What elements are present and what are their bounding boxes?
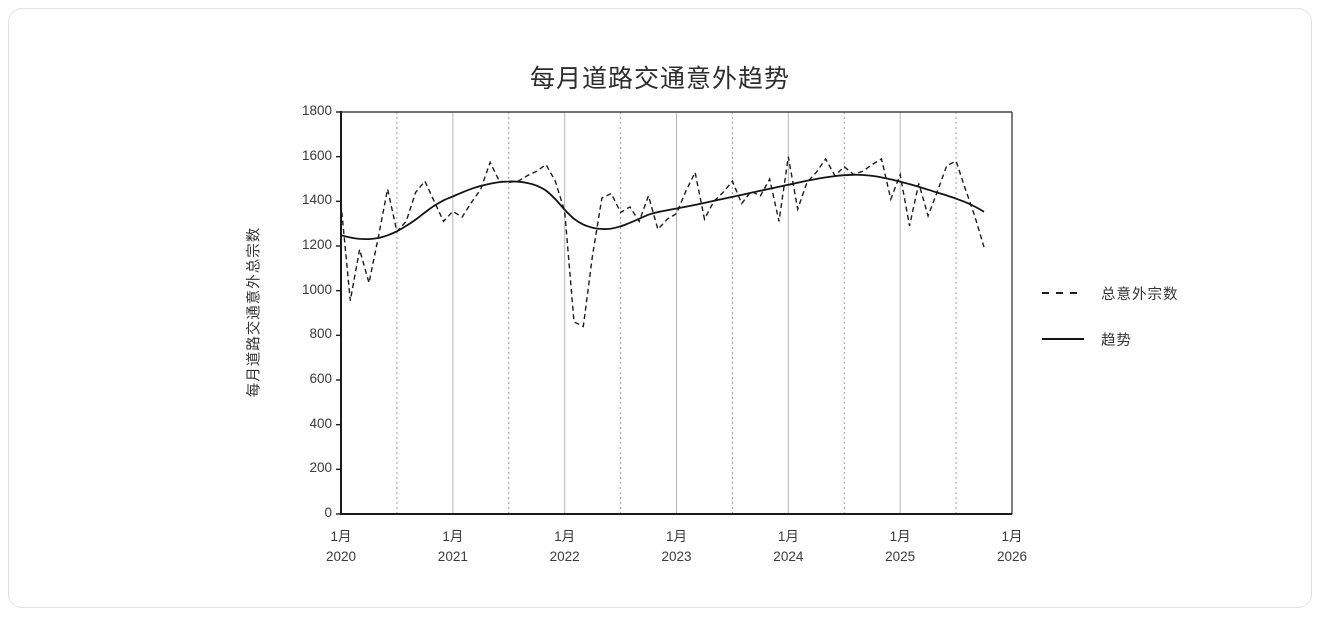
- x-tick-label: 1月 2024: [773, 527, 803, 567]
- series-trend-line: [340, 173, 985, 241]
- x-tick-label: 1月 2022: [550, 527, 580, 567]
- y-tick-label: 200: [309, 460, 332, 476]
- y-tick-label: 600: [309, 371, 332, 386]
- x-tick-label: 1月 2023: [661, 527, 691, 567]
- x-tick-month: 1月: [665, 529, 688, 544]
- x-tick-label: 1月 2020: [326, 527, 356, 567]
- x-tick-year: 2022: [549, 549, 580, 564]
- x-tick-month: 1月: [777, 529, 799, 544]
- legend-label-total-accidents: 总意外宗数: [1101, 286, 1179, 303]
- x-tick-month: 1月: [554, 529, 576, 544]
- chart-card: 每月道路交通意外趋势 每月道路交通意外总宗数 0 200 400 600 800 1000…: [8, 8, 1312, 608]
- dashed-line-icon: [1042, 292, 1084, 294]
- y-tick-label: 1400: [301, 192, 332, 208]
- x-tick-label: 1月 2025: [885, 527, 915, 567]
- x-tick-label: 1月 2021: [438, 527, 468, 567]
- x-tick-month: 1月: [330, 529, 352, 544]
- x-tick-year: 2021: [437, 549, 468, 564]
- x-tick-month: 1月: [1001, 529, 1023, 544]
- x-tick-year: 2026: [996, 549, 1028, 564]
- series-total-accidents-line: [340, 156, 985, 328]
- x-tick-label: 1月 2026: [997, 527, 1027, 567]
- y-tick-label: 1200: [301, 237, 332, 252]
- chart-title: 每月道路交通意外趋势: [529, 65, 790, 93]
- legend-label-trend: 趋势: [1101, 332, 1132, 349]
- x-tick-month: 1月: [889, 529, 911, 544]
- x-tick-year: 2025: [885, 549, 916, 564]
- y-tick-label: 800: [309, 326, 332, 342]
- x-tick-year: 2023: [661, 549, 692, 564]
- solid-line-icon: [1042, 338, 1084, 340]
- x-tick-month: 1月: [442, 529, 464, 544]
- legend-item-total-accidents: 总意外宗数: [1041, 283, 1179, 303]
- legend-item-trend: 趋势: [1041, 329, 1179, 349]
- y-tick-label: 1600: [301, 147, 332, 163]
- x-tick-year: 2020: [325, 549, 357, 564]
- y-tick-label: 0: [324, 505, 332, 520]
- y-tick-label: 1000: [301, 281, 332, 297]
- y-tick-label: 1800: [301, 103, 332, 118]
- legend: 总意外宗数 趋势: [1041, 283, 1179, 375]
- x-tick-year: 2024: [773, 549, 804, 564]
- plot-area: [336, 111, 1013, 515]
- y-tick-label: 400: [309, 415, 332, 431]
